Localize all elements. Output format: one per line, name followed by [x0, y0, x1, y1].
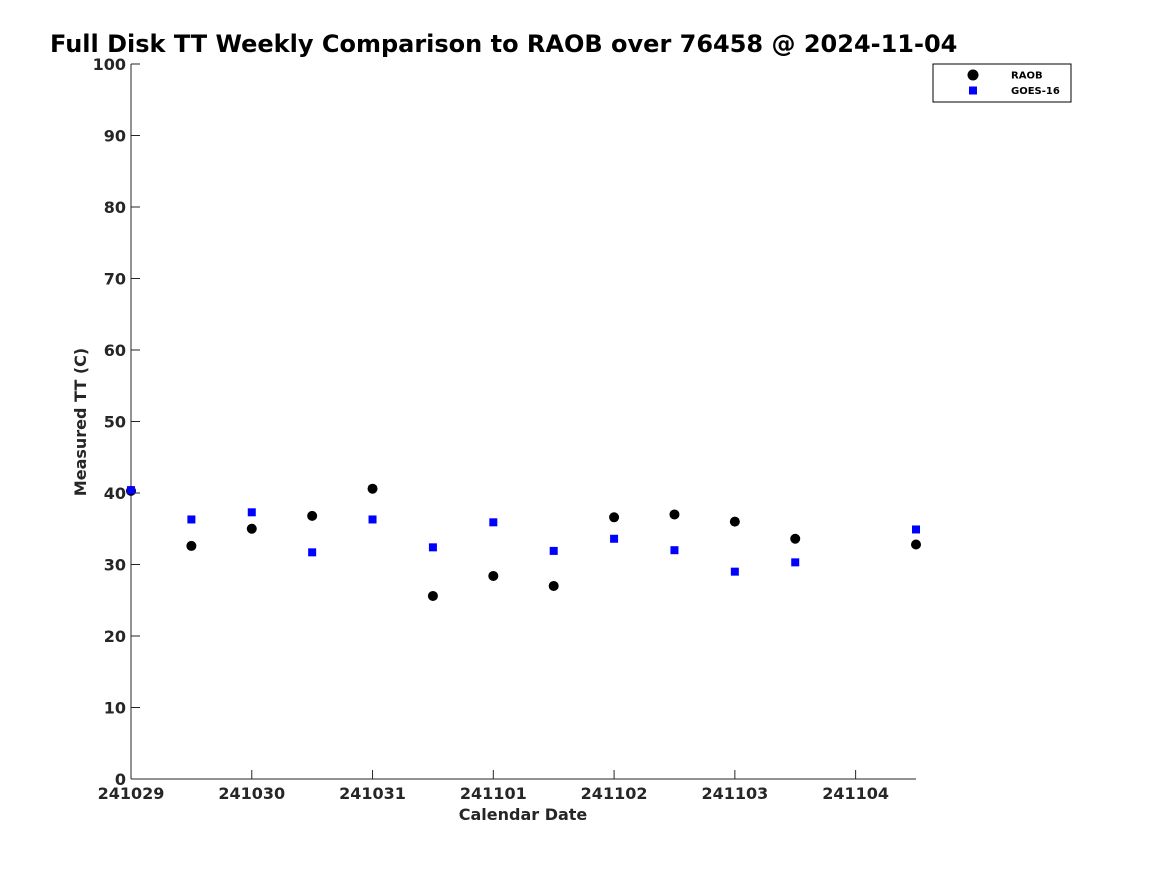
- goes16-point: [730, 567, 739, 576]
- series-raob: [126, 483, 921, 601]
- y-tick-label: 30: [104, 556, 126, 575]
- y-tick-label: 60: [104, 341, 126, 360]
- y-ticks: 0 10 20 30 40 50 60 70 80 90 100: [93, 55, 140, 789]
- x-tick-label: 241103: [701, 784, 768, 803]
- x-tick-label: 241101: [460, 784, 527, 803]
- raob-point: [790, 533, 801, 544]
- y-axis-label: Measured TT (C): [71, 348, 90, 496]
- y-tick-label: 80: [104, 198, 126, 217]
- chart-title: Full Disk TT Weekly Comparison to RAOB o…: [50, 30, 957, 58]
- x-axis: 241029 241030 241031 241101 241102 241103 2411…: [98, 770, 916, 803]
- goes16-point: [308, 548, 317, 557]
- series-goes16: [127, 486, 920, 576]
- goes16-point: [912, 525, 920, 534]
- goes16-point: [670, 546, 679, 555]
- y-tick-label: 100: [93, 55, 126, 74]
- x-tick-label: 241029: [98, 784, 165, 803]
- raob-point: [911, 539, 921, 550]
- raob-point: [609, 512, 620, 523]
- y-tick-label: 20: [104, 627, 126, 646]
- goes16-point: [791, 558, 800, 567]
- raob-point: [246, 523, 257, 534]
- x-tick-label: 241030: [218, 784, 285, 803]
- goes16-point: [368, 515, 377, 524]
- y-tick-label: 0: [115, 770, 126, 789]
- y-tick-label: 40: [104, 484, 126, 503]
- x-tick-label: 241031: [339, 784, 406, 803]
- legend-goes16-label: GOES-16: [1011, 86, 1060, 97]
- raob-point: [488, 570, 499, 581]
- raob-point: [729, 516, 740, 527]
- x-tick-label: 241102: [581, 784, 648, 803]
- legend-box: [932, 63, 1072, 103]
- raob-point: [548, 580, 559, 591]
- raob-point: [669, 509, 680, 520]
- raob-point: [186, 540, 197, 551]
- raob-point: [427, 590, 438, 601]
- legend: RAOB GOES-16: [932, 63, 1072, 103]
- series-layer: [126, 483, 921, 601]
- y-axis: 0 10 20 30 40 50 60 70 80 90 100: [93, 55, 140, 789]
- goes16-point: [127, 486, 135, 495]
- legend-goes16-marker: [969, 86, 977, 95]
- raob-point: [367, 483, 378, 494]
- y-tick-label: 90: [104, 127, 126, 146]
- y-tick-label: 10: [104, 699, 126, 718]
- goes16-point: [247, 508, 256, 517]
- goes16-point: [428, 543, 437, 552]
- goes16-point: [549, 546, 558, 555]
- x-axis-label: Calendar Date: [459, 805, 588, 824]
- goes16-point: [610, 534, 619, 543]
- goes16-point: [489, 518, 498, 527]
- raob-point: [307, 510, 318, 521]
- goes16-point: [187, 515, 196, 524]
- legend-raob-marker: [967, 69, 979, 81]
- x-ticks: 241029 241030 241031 241101 241102 241103 2411…: [98, 770, 889, 803]
- y-tick-label: 70: [104, 270, 126, 289]
- y-tick-label: 50: [104, 413, 126, 432]
- x-tick-label: 241104: [822, 784, 889, 803]
- legend-raob-label: RAOB: [1011, 71, 1043, 82]
